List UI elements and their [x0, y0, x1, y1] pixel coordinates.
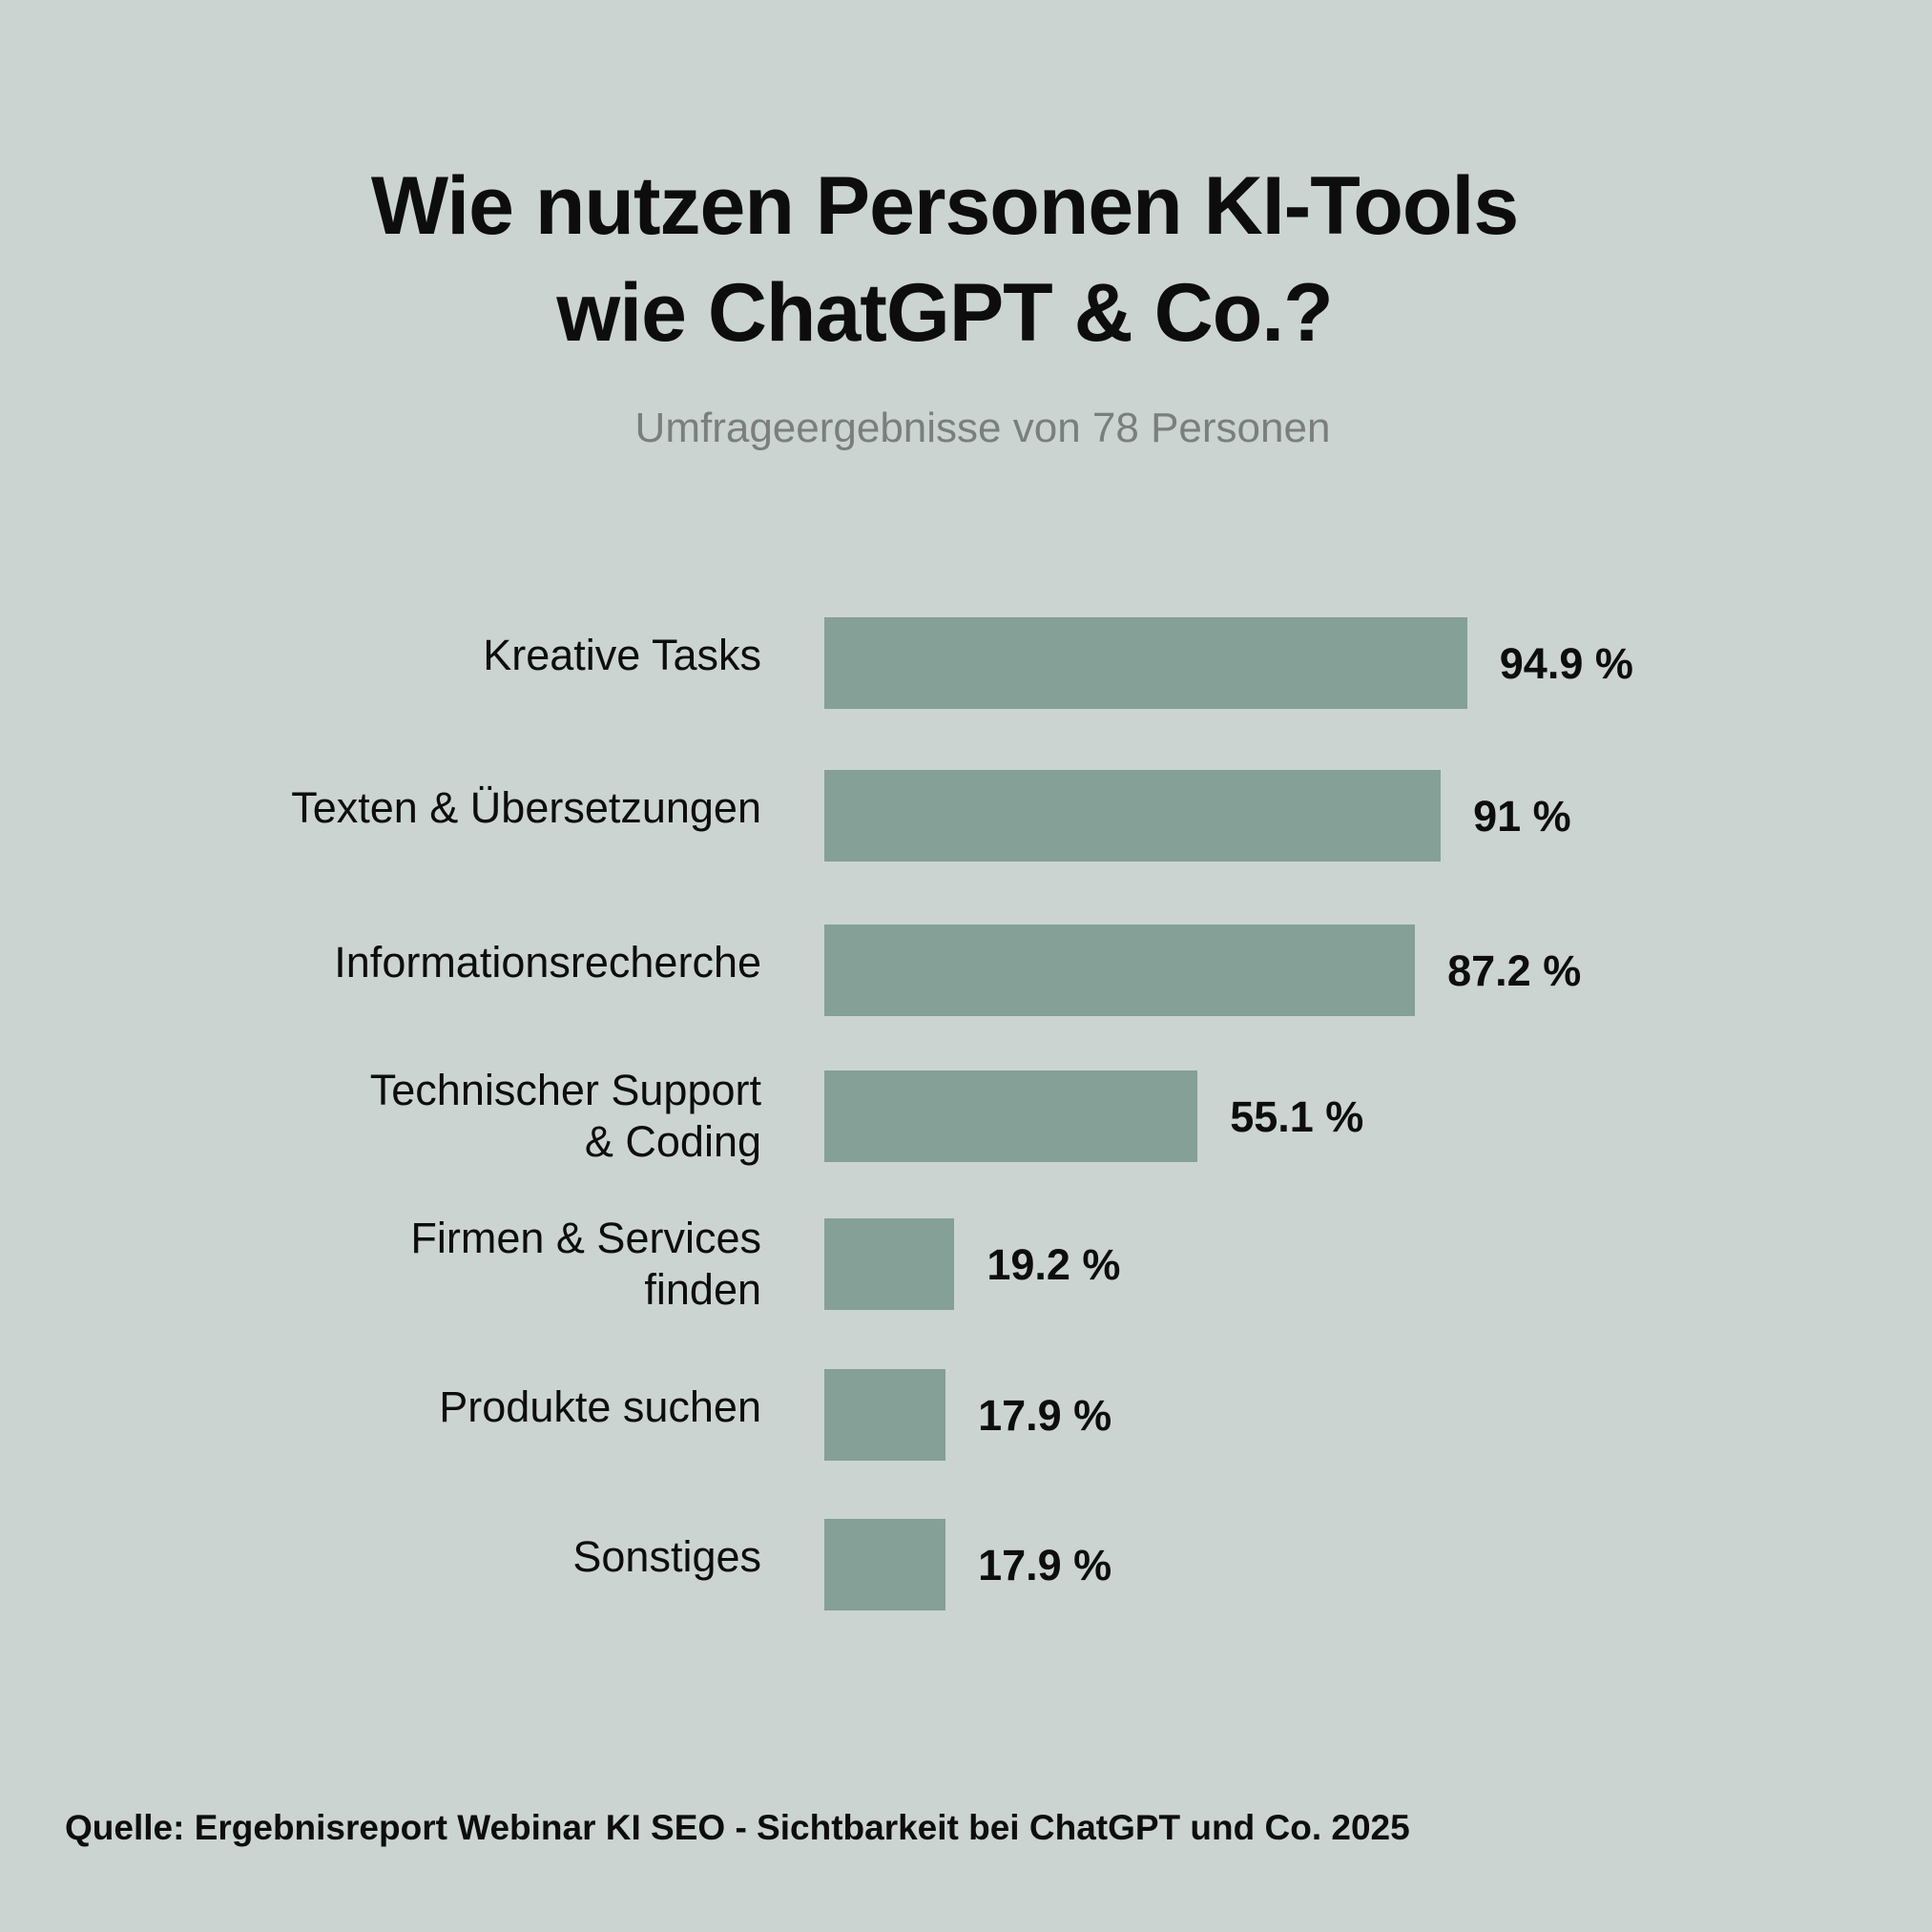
title-line-1: Wie nutzen Personen KI-Tools: [370, 160, 1519, 252]
category-label: Technischer Support & Coding: [369, 1066, 761, 1166]
bar: [824, 1070, 1198, 1162]
chart-title: Wie nutzen Personen KI-Tools wie ChatGPT…: [0, 153, 1889, 366]
bar: [824, 1519, 946, 1610]
title-line-2: wie ChatGPT & Co.?: [556, 267, 1333, 359]
value-label: 91 %: [1473, 792, 1571, 841]
value-label: 17.9 %: [978, 1391, 1112, 1440]
value-label: 17.9 %: [978, 1541, 1112, 1589]
value-label: 55.1 %: [1230, 1092, 1364, 1141]
category-label: Kreative Tasks: [483, 631, 761, 679]
category-label: Sonstiges: [572, 1532, 761, 1581]
bar: [824, 770, 1442, 862]
bar: [824, 1218, 955, 1310]
value-label: 87.2 %: [1447, 946, 1582, 995]
chart-subtitle: Umfrageergebnisse von 78 Personen: [634, 405, 1331, 451]
category-label: Firmen & Services finden: [410, 1214, 761, 1314]
value-label: 19.2 %: [987, 1240, 1121, 1289]
bar: [824, 617, 1467, 709]
category-label: Informationsrecherche: [334, 938, 761, 987]
value-label: 94.9 %: [1499, 639, 1633, 688]
category-label: Texten & Übersetzungen: [291, 783, 761, 832]
bar: [824, 1369, 946, 1461]
category-label: Produkte suchen: [439, 1382, 761, 1431]
bar: [824, 924, 1416, 1016]
source-note: Quelle: Ergebnisreport Webinar KI SEO - …: [65, 1808, 1410, 1847]
